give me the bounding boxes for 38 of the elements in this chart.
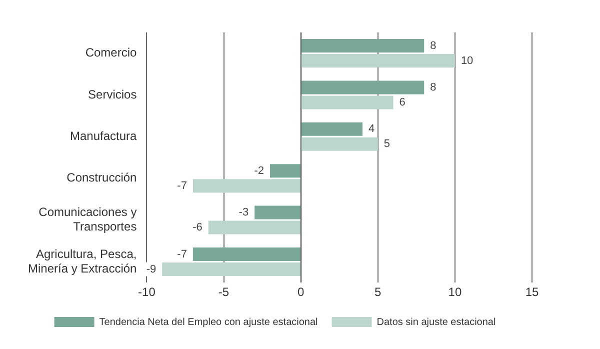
x-tick-label: -5 bbox=[218, 285, 230, 300]
data-label: -3 bbox=[238, 206, 249, 219]
bar bbox=[301, 137, 378, 151]
data-label: 4 bbox=[368, 123, 375, 136]
y-tick-label: Agricultura, Pesca, Minería y Extracción bbox=[28, 246, 137, 276]
bar bbox=[192, 247, 300, 261]
bar bbox=[254, 206, 300, 220]
bar bbox=[301, 96, 394, 110]
bar bbox=[301, 80, 424, 94]
bar bbox=[192, 179, 300, 193]
bar bbox=[301, 122, 362, 136]
y-tick-label: Construcción bbox=[66, 170, 137, 185]
x-tick-label: 0 bbox=[297, 285, 304, 300]
data-label: -2 bbox=[254, 164, 264, 177]
legend-label: Tendencia Neta del Empleo con ajuste estacional bbox=[99, 316, 318, 328]
data-label: 10 bbox=[460, 54, 474, 67]
x-tick-label: 15 bbox=[525, 285, 539, 300]
data-label: -7 bbox=[177, 248, 187, 260]
data-label: 8 bbox=[430, 40, 436, 52]
x-tick-label: -10 bbox=[138, 285, 156, 300]
y-tick-label: Comunicaciones y Transportes bbox=[38, 205, 137, 234]
x-tick-label: 5 bbox=[374, 285, 382, 300]
data-label: 8 bbox=[430, 81, 436, 94]
bar bbox=[301, 54, 455, 68]
data-label: -7 bbox=[177, 180, 187, 192]
bar bbox=[301, 38, 424, 52]
data-label: 6 bbox=[399, 96, 406, 108]
x-tick-label: 10 bbox=[448, 285, 462, 300]
legend-label: Datos sin ajuste estacional bbox=[376, 316, 496, 328]
bar bbox=[162, 262, 300, 276]
y-tick-label: Manufactura bbox=[70, 128, 138, 143]
data-label: 5 bbox=[384, 138, 390, 150]
bar bbox=[270, 164, 300, 178]
bar bbox=[208, 220, 300, 234]
y-tick-label: Comercio bbox=[85, 46, 138, 60]
data-label: -9 bbox=[146, 263, 156, 276]
data-label: -6 bbox=[192, 222, 202, 234]
y-tick-label: Servicios bbox=[88, 87, 137, 102]
